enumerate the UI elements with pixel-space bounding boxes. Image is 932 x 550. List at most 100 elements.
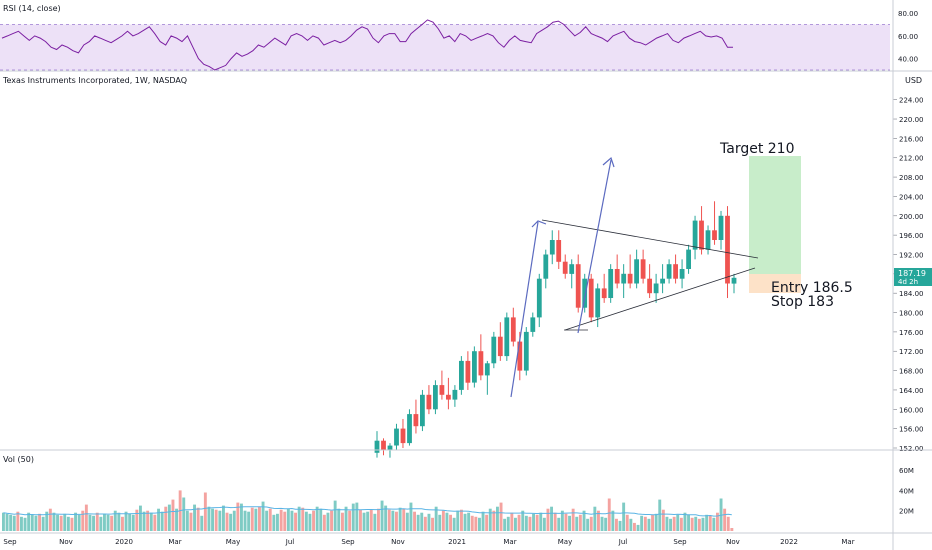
volume-bar: [441, 510, 445, 531]
volume-bar: [488, 508, 492, 531]
candle-body: [484, 363, 490, 376]
volume-bar: [74, 512, 77, 531]
candle-body: [433, 385, 438, 410]
volume-bar: [63, 513, 67, 531]
volume-bar: [366, 511, 370, 531]
volume-bar: [304, 511, 308, 531]
candle-body: [439, 385, 445, 395]
volume-bar: [643, 516, 647, 531]
volume-bar: [261, 501, 265, 531]
volume-bar: [185, 510, 189, 531]
price-tick: 216.00: [899, 135, 924, 143]
volume-bar: [341, 512, 344, 531]
price-tick: 160.00: [899, 406, 924, 414]
price-tick: 220.00: [899, 116, 924, 124]
candle-body: [712, 230, 717, 240]
currency-label: USD: [905, 76, 923, 85]
volume-bar: [279, 509, 283, 531]
volume-bar: [387, 509, 391, 531]
volume-bar: [683, 512, 687, 531]
volume-bar: [312, 510, 315, 531]
volume-bar: [153, 514, 157, 531]
volume-bar: [240, 503, 243, 531]
volume-bar: [142, 511, 146, 531]
volume-bar: [560, 510, 564, 531]
price-tick: 212.00: [899, 155, 924, 163]
volume-bar: [337, 508, 341, 531]
volume-bar: [232, 510, 236, 531]
volume-bar: [651, 514, 654, 531]
volume-bar: [571, 508, 575, 531]
volume-bar: [687, 514, 690, 531]
volume-bar: [30, 514, 34, 531]
last-price-tag: [894, 268, 932, 286]
volume-bar: [629, 518, 633, 531]
time-tick: Jul: [618, 538, 628, 546]
volume-bar: [326, 512, 330, 531]
volume-bar: [106, 514, 110, 531]
volume-bar: [319, 508, 323, 531]
upper-trendline: [541, 219, 759, 259]
volume-bar: [351, 503, 355, 531]
time-tick: 2020: [115, 538, 133, 546]
volume-bar: [398, 507, 402, 531]
volume-bar: [214, 509, 218, 531]
volume-bar: [611, 510, 615, 531]
volume-bar: [716, 512, 719, 531]
last-price-countdown: 4d 2h: [898, 278, 918, 286]
volume-bar: [92, 515, 95, 531]
candle-body: [647, 278, 652, 294]
candle-body: [510, 317, 516, 342]
volume-bar: [229, 513, 233, 531]
lower-trendline: [564, 267, 756, 331]
volume-bar: [146, 510, 150, 531]
volume-bar: [20, 516, 23, 531]
candle-body: [699, 220, 704, 250]
volume-bar: [478, 517, 481, 531]
volume-bar: [514, 517, 517, 531]
volume-bar: [712, 517, 716, 531]
volume-bar: [247, 511, 251, 531]
volume-bar: [384, 505, 388, 531]
volume-bar: [438, 514, 442, 531]
volume-bar: [211, 508, 214, 531]
volume-bar: [420, 512, 424, 531]
price-tick: 224.00: [899, 97, 924, 105]
volume-bar: [395, 511, 398, 531]
time-tick: Sep: [3, 538, 17, 546]
volume-bar: [243, 510, 247, 531]
volume-bar: [121, 516, 124, 531]
candle-body: [718, 215, 724, 240]
volume-bar: [103, 513, 106, 531]
volume-bar: [694, 516, 698, 531]
volume-bar: [182, 497, 186, 531]
rsi-tick: 80.00: [898, 10, 918, 18]
volume-bar: [175, 508, 178, 531]
pole-arrow: [510, 221, 539, 398]
volume-bar: [355, 502, 359, 531]
volume-bar: [218, 510, 222, 531]
volume-bar: [297, 506, 301, 531]
candle-body: [549, 240, 555, 255]
price-tick: 156.00: [899, 426, 924, 434]
volume-bar: [434, 506, 438, 531]
volume-bar: [676, 514, 680, 531]
volume-bar: [492, 510, 496, 531]
volume-bar: [467, 512, 471, 531]
target-zone: [749, 156, 801, 274]
candle-body: [634, 259, 639, 284]
volume-bar: [564, 513, 568, 531]
volume-bar: [283, 511, 287, 531]
volume-bar: [615, 518, 618, 531]
volume-bar: [56, 514, 59, 531]
candle-body: [562, 261, 568, 274]
volume-bar: [582, 510, 586, 531]
volume-bar: [2, 512, 5, 531]
candle-body: [530, 317, 536, 332]
candle-body: [413, 414, 419, 427]
volume-bar: [286, 508, 290, 531]
volume-bar: [348, 510, 352, 531]
time-tick: Nov: [726, 538, 740, 546]
volume-bar: [294, 512, 297, 531]
